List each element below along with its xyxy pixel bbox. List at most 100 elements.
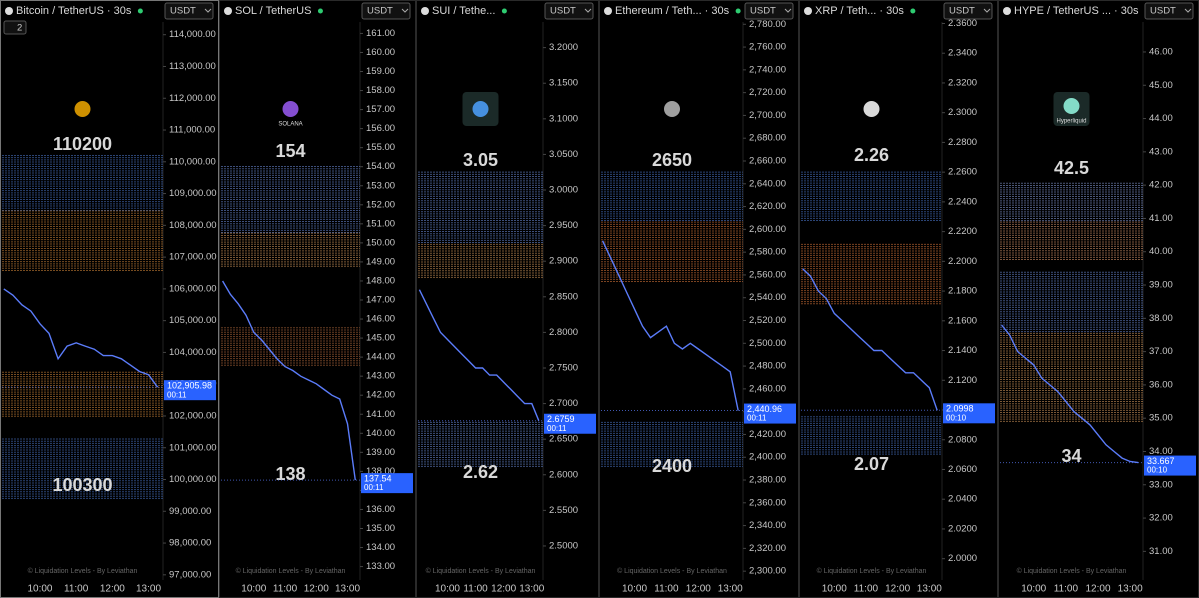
indicator-count: 2 [17,23,22,34]
chart-title: HYPE / TetherUS ... · 30s [1014,5,1139,17]
price-line [601,240,739,411]
countdown-label: 00:11 [547,424,567,433]
currency-button[interactable] [943,2,993,20]
y-tick-label: 2.1200 [948,375,977,386]
y-tick-label: 2,600.00 [749,224,786,235]
currency-label: USDT [949,6,975,17]
currency-label: USDT [550,6,576,17]
last-price-label: 137.54 [364,474,392,484]
y-tick-label: 40.00 [1149,246,1173,257]
low-level-label: 138 [275,464,305,484]
y-tick-label: 2,620.00 [749,201,786,212]
y-tick-label: 2.5500 [549,505,578,516]
currency-button[interactable] [164,2,214,20]
watermark: © Liquidation Levels - By Leviathan [28,567,138,575]
last-price-badge [544,413,596,434]
x-tick-label: 10:00 [622,584,647,595]
x-tick-label: 10:00 [27,584,52,595]
y-tick-label: 2,360.00 [749,497,786,508]
y-tick-label: 145.00 [366,333,395,344]
status-dot [910,8,916,14]
chart-panel: Bitcoin / TetherUS · 30s USDT 2 97,000.00 98… [0,0,219,598]
low-level-label: 2400 [652,456,692,476]
last-price-badge [361,473,413,494]
y-tick-label: 110,000.00 [169,156,216,167]
y-tick-label: 2.9500 [549,220,578,231]
y-tick-label: 2.0600 [948,464,977,475]
y-tick-label: 104,000.00 [169,347,217,358]
y-tick-label: 109,000.00 [169,188,217,199]
currency-button[interactable] [1144,2,1194,20]
symbol-icon [5,7,13,15]
y-tick-label: 152.00 [366,199,395,210]
y-tick-label: 3.0000 [549,185,578,196]
y-tick-label: 114,000.00 [169,29,216,40]
y-tick-label: 2.2400 [948,196,977,207]
price-line [1001,324,1139,464]
y-tick-label: 154.00 [366,161,395,172]
currency-label: USDT [170,6,196,17]
x-tick-label: 11:00 [463,584,488,595]
currency-label: USDT [1150,6,1176,17]
symbol-icon [224,7,232,15]
y-tick-label: 144.00 [366,352,395,363]
watermark: © Liquidation Levels - By Leviathan [1017,567,1127,575]
currency-button[interactable] [744,2,794,20]
chart-title: Bitcoin / TetherUS · 30s [16,5,132,17]
y-tick-label: 134.00 [366,542,395,553]
y-tick-label: 2.0000 [948,553,977,564]
y-tick-label: 161.00 [366,28,395,39]
indicator-toggle[interactable] [3,20,27,35]
y-tick-label: 2,300.00 [749,566,786,577]
logo-mark [282,101,299,117]
last-price-label: 2.0998 [946,404,974,414]
logo-text: SOLANA [278,122,302,128]
chart-title: XRP / Teth... · 30s [815,5,904,17]
y-tick-label: 2,480.00 [749,361,786,372]
status-dot [137,8,143,14]
watermark: © Liquidation Levels - By Leviathan [426,567,536,575]
status-dot [501,8,507,14]
y-tick-label: 45.00 [1149,80,1173,91]
y-tick-label: 41.00 [1149,213,1173,224]
y-tick-label: 3.1500 [549,78,578,89]
last-price-badge [943,403,995,424]
symbol-icon [1003,7,1011,15]
currency-button[interactable] [544,2,594,20]
currency-caret [1184,8,1192,13]
y-tick-label: 2,420.00 [749,429,786,440]
y-tick-label: 2,520.00 [749,315,786,326]
chart-panel: XRP / Teth... · 30s USDT 2.0000 2.0200 2.040… [799,0,998,598]
x-tick-label: 12:00 [304,584,329,595]
x-tick-label: 11:00 [854,584,879,595]
y-tick-label: 2.8000 [549,327,578,338]
y-tick-label: 2,700.00 [749,110,786,121]
last-price-badge [164,380,216,401]
symbol-icon [604,7,612,15]
y-tick-label: 105,000.00 [169,315,217,326]
y-tick-label: 35.00 [1149,413,1173,424]
x-tick-label: 12:00 [491,584,516,595]
y-tick-label: 102,000.00 [169,410,217,421]
y-tick-label: 100,000.00 [169,474,217,485]
status-dot [317,8,323,14]
x-tick-label: 13:00 [519,584,544,595]
countdown-label: 00:11 [167,390,187,399]
x-tick-label: 11:00 [1054,584,1079,595]
watermark: © Liquidation Levels - By Leviathan [617,567,727,575]
y-tick-label: 2.3400 [948,48,977,59]
y-tick-label: 2,560.00 [749,269,786,280]
y-tick-label: 2.0200 [948,523,977,534]
low-level-label: 100300 [52,475,112,495]
currency-caret [401,8,409,13]
y-tick-label: 135.00 [366,523,395,534]
y-tick-label: 2,660.00 [749,156,786,167]
x-tick-label: 10:00 [1021,584,1046,595]
currency-label: USDT [750,6,776,17]
currency-button[interactable] [361,2,411,20]
y-tick-label: 157.00 [366,104,395,115]
logo-mark [863,101,880,117]
y-tick-label: 2.8500 [549,291,578,302]
y-tick-label: 2.0800 [948,434,977,445]
